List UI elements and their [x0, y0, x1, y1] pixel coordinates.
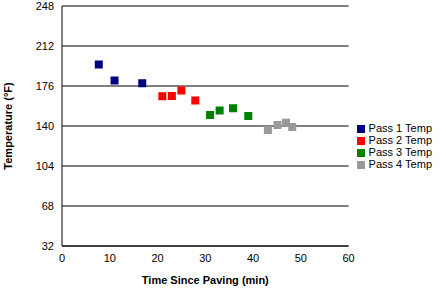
svg-text:Temperature (°F): Temperature (°F) — [8, 82, 14, 170]
svg-text:212: 212 — [36, 40, 54, 52]
svg-text:32: 32 — [42, 240, 54, 252]
html-text:Pass 1 Temp: Pass 1 Temp — [368, 122, 432, 134]
svg-text:50: 50 — [295, 252, 307, 264]
svg-text:Time Since Paving (min): Time Since Paving (min) — [142, 274, 269, 286]
svg-text:68: 68 — [42, 200, 54, 212]
svg-text:104: 104 — [36, 160, 54, 172]
svg-text:248: 248 — [36, 0, 54, 12]
svg-text:10: 10 — [104, 252, 116, 264]
html-text:Pass 2 Temp: Pass 2 Temp — [368, 134, 432, 146]
html-text:Pass 3 Temp: Pass 3 Temp — [368, 146, 432, 158]
svg-text:20: 20 — [151, 252, 163, 264]
svg-text:176: 176 — [36, 80, 54, 92]
html-text:Pass 4 Temp: Pass 4 Temp — [368, 158, 432, 170]
svg-text:0: 0 — [59, 252, 65, 264]
svg-text:30: 30 — [199, 252, 211, 264]
svg-text:40: 40 — [247, 252, 259, 264]
svg-text:140: 140 — [36, 120, 54, 132]
svg-text:60: 60 — [342, 252, 354, 264]
